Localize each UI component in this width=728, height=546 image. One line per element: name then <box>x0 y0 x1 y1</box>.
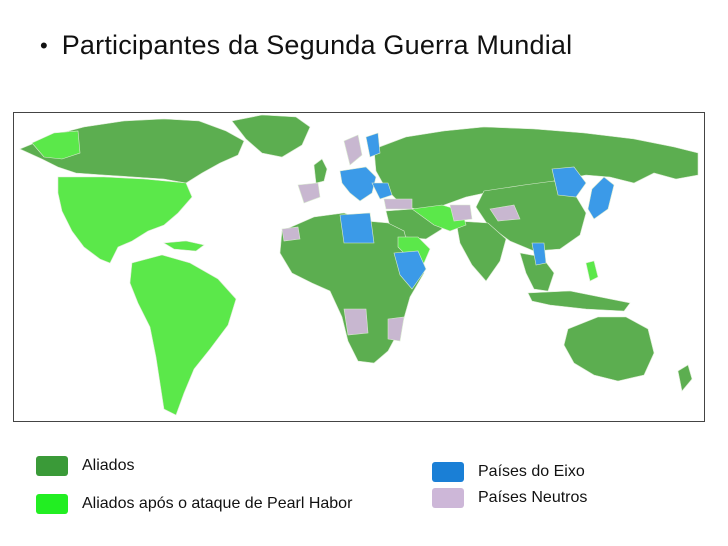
usa-mexico-region <box>57 176 193 264</box>
west-africa-region <box>281 226 301 242</box>
legend-item-allies-after-pearl-harbor: Aliados após o ataque de Pearl Habor <box>36 494 352 514</box>
legend-label-axis: Países do Eixo <box>478 463 585 480</box>
india-region <box>455 220 507 282</box>
australia-region <box>563 316 655 382</box>
japan-region <box>587 176 615 220</box>
manchuria-region <box>551 166 587 198</box>
swatch-allies <box>36 456 68 476</box>
iberia-region <box>297 182 321 204</box>
swatch-axis <box>432 462 464 482</box>
slide-title-row: • Participantes da Segunda Guerra Mundia… <box>40 30 572 61</box>
mozambique-region <box>387 316 405 342</box>
alaska-region <box>31 130 81 160</box>
legend-item-axis: Países do Eixo <box>432 462 585 482</box>
philippines-region <box>585 260 599 282</box>
saudi-region <box>397 236 431 264</box>
uk-region <box>313 158 328 184</box>
slide-title: Participantes da Segunda Guerra Mundial <box>61 30 573 60</box>
germany-italy-region <box>339 166 377 202</box>
allies-after-pearl-harbor-regions <box>31 130 599 416</box>
libya-region <box>339 212 375 244</box>
caribbean-region <box>163 240 205 252</box>
swatch-allies-after-pearl-harbor <box>36 494 68 514</box>
indonesia-region <box>527 290 631 312</box>
world-map <box>13 112 705 422</box>
turkey-region <box>383 198 413 210</box>
legend-item-neutral: Países Neutros <box>432 488 587 508</box>
balkans-region <box>371 182 393 200</box>
angola-region <box>343 308 369 336</box>
legend-item-allies: Aliados <box>36 456 134 476</box>
legend-label-neutral: Países Neutros <box>478 489 588 506</box>
tibet-region <box>489 204 521 222</box>
neutral-regions <box>281 134 521 342</box>
legend-label-allies: Aliados <box>82 457 135 474</box>
new-zealand-region <box>677 364 693 392</box>
sweden-region <box>343 134 363 166</box>
ethiopia-region <box>393 250 427 290</box>
swatch-neutral <box>432 488 464 508</box>
china-region <box>475 180 587 252</box>
axis-regions <box>339 132 615 290</box>
bullet-icon: • <box>40 32 48 58</box>
thailand-region <box>531 242 547 266</box>
world-map-svg <box>19 114 699 416</box>
greenland-region <box>231 114 311 158</box>
afghanistan-region <box>449 204 473 222</box>
legend-label-allies-after-pearl-harbor: Aliados após o ataque de Pearl Habor <box>82 495 353 512</box>
finland-region <box>365 132 381 158</box>
south-america-region <box>129 254 237 416</box>
